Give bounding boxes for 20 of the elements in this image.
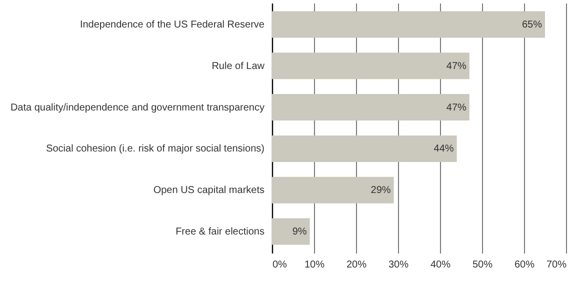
x-tick-label: 10% [304,260,325,270]
x-tick-label: 30% [388,260,409,270]
x-tick-label: 70% [546,260,567,270]
data-label: 9% [292,226,307,238]
x-tick-label: 0% [272,260,288,270]
data-label: 47% [446,60,467,72]
data-label: 47% [446,102,467,114]
y-tick-label: Rule of Law [212,60,266,72]
x-tick-label: 20% [346,260,367,270]
y-tick-label: Free & fair elections [176,226,264,238]
y-tick-label: Data quality/independence and government transparency [10,102,264,114]
x-tick-label: 40% [430,260,451,270]
data-label: 65% [522,20,542,31]
data-label: 44% [434,144,454,155]
y-tick-label: Open US capital markets [153,185,264,196]
data-label: 29% [370,185,391,196]
y-tick-label: Independence of the US Federal Reserve [80,20,265,31]
x-tick-label: 50% [472,260,493,270]
y-tick-label: Social cohesion (i.e. risk of major social tensions) [46,144,264,155]
x-tick-label: 60% [514,260,535,270]
